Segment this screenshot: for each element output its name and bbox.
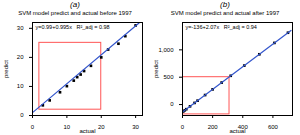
svg-text:y=-136+2.07x R²_adj = 0.94: y=-136+2.07x R²_adj = 0.94 [186, 24, 257, 30]
svg-text:20: 20 [98, 124, 105, 130]
svg-text:predict: predict [153, 60, 159, 78]
svg-text:30: 30 [17, 25, 24, 31]
html-text:SVM model predict and actual b: SVM model predict and actual before 1997 [18, 10, 132, 16]
svg-text:y=0.99+0.995x R²_adj = 0.98: y=0.99+0.995x R²_adj = 0.98 [36, 24, 110, 30]
svg-text:predict: predict [3, 60, 9, 78]
svg-text:10: 10 [17, 83, 24, 89]
svg-text:600: 600 [268, 124, 279, 130]
svg-text:1,000: 1,000 [158, 47, 174, 53]
html-text:SVM model predict and actual a: SVM model predict and actual after 1997 [170, 10, 280, 16]
svg-text:10: 10 [64, 124, 71, 130]
svg-text:500: 500 [163, 74, 174, 80]
svg-text:0: 0 [181, 124, 185, 130]
svg-text:0: 0 [20, 112, 24, 118]
svg-text:actual: actual [229, 128, 245, 134]
html-text:(a): (a) [70, 0, 80, 9]
html-text:(b): (b) [220, 0, 230, 9]
svg-text:20: 20 [17, 54, 24, 60]
svg-text:0: 0 [31, 124, 35, 130]
svg-text:actual: actual [79, 128, 95, 134]
svg-text:0: 0 [170, 101, 174, 107]
svg-text:30: 30 [132, 124, 139, 130]
svg-text:200: 200 [208, 124, 219, 130]
